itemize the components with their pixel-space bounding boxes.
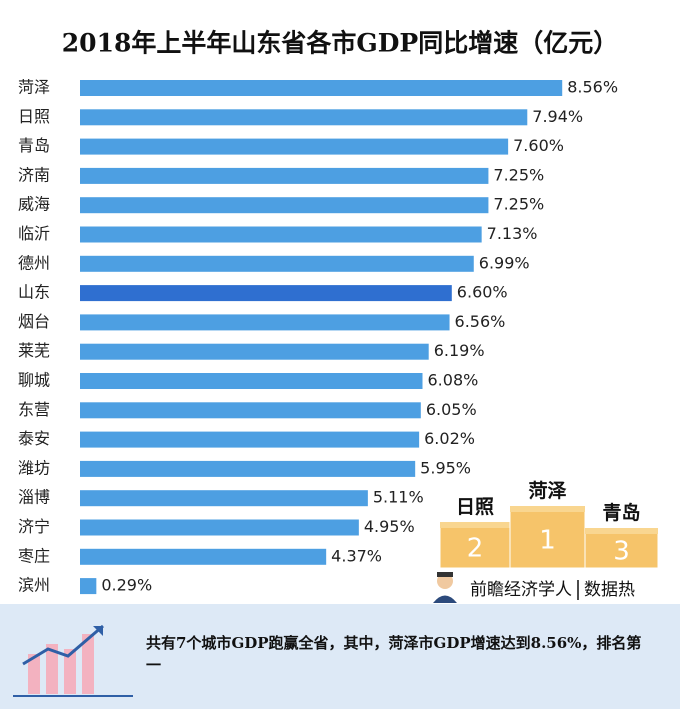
category-label: 临沂 <box>18 224 50 243</box>
footer-text: 共有7个城市GDP跑赢全省，其中，菏泽市GDP增速达到8.56%，排名第一 <box>146 634 642 674</box>
category-label: 德州 <box>18 253 50 272</box>
value-label: 7.94% <box>532 107 583 126</box>
bar <box>80 167 489 184</box>
bar <box>80 109 528 126</box>
footer: 共有7个城市GDP跑赢全省，其中，菏泽市GDP增速达到8.56%，排名第一 <box>0 604 680 709</box>
category-label: 淄博 <box>18 488 50 507</box>
category-label: 济宁 <box>18 517 50 536</box>
value-label: 7.25% <box>493 165 544 184</box>
value-label: 6.19% <box>434 341 485 360</box>
value-label: 4.95% <box>364 517 415 536</box>
value-label: 8.56% <box>567 78 618 97</box>
bar <box>80 402 421 419</box>
bar <box>80 431 420 448</box>
bar <box>80 519 359 536</box>
bar <box>80 373 423 389</box>
bar <box>80 314 450 331</box>
bar <box>80 80 563 96</box>
category-label: 菏泽 <box>18 78 50 97</box>
footer-illustration <box>13 624 133 697</box>
bar <box>80 138 509 155</box>
bar <box>80 197 489 214</box>
bar <box>80 343 429 360</box>
podium-rank: 2 <box>467 534 484 564</box>
brand-tag: 数据热 <box>584 580 635 600</box>
value-label: 7.60% <box>513 136 564 155</box>
podium-rank: 1 <box>539 526 556 556</box>
category-label: 莱芜 <box>18 341 50 360</box>
value-label: 6.99% <box>479 253 530 272</box>
podium-top <box>440 522 510 528</box>
bar <box>80 226 482 243</box>
category-label: 济南 <box>18 165 50 184</box>
bar <box>80 578 97 595</box>
category-label: 泰安 <box>18 429 50 448</box>
podium-step <box>439 521 511 569</box>
category-label: 滨州 <box>18 576 50 595</box>
value-label: 4.37% <box>331 546 382 565</box>
bar <box>80 255 474 272</box>
category-label: 聊城 <box>18 371 50 390</box>
category-label: 枣庄 <box>18 546 50 565</box>
value-label: 7.13% <box>487 224 538 243</box>
value-label: 6.05% <box>426 400 477 419</box>
podium: 日照 2 菏泽 1 青岛 3 <box>439 480 659 569</box>
value-label: 5.95% <box>420 458 471 477</box>
value-label: 7.25% <box>493 195 544 214</box>
podium-name: 日照 <box>456 496 494 518</box>
category-label: 烟台 <box>18 312 50 331</box>
chart-title: 2018年上半年山东省各市GDP同比增速（亿元） <box>62 29 618 58</box>
bar <box>80 490 368 507</box>
category-label: 潍坊 <box>18 458 50 477</box>
bar <box>80 460 416 477</box>
bar <box>80 285 452 302</box>
brand-icon <box>433 572 457 603</box>
category-label: 山东 <box>18 283 50 302</box>
podium-name: 青岛 <box>602 501 640 524</box>
bar <box>80 548 327 565</box>
podium-top <box>510 506 585 512</box>
podium-step <box>509 505 586 569</box>
category-label: 东营 <box>18 400 50 419</box>
brand-name: 前瞻经济学人 <box>470 580 572 600</box>
podium-top <box>585 528 658 534</box>
value-label: 5.11% <box>373 488 424 507</box>
category-label: 青岛 <box>18 136 50 155</box>
value-label: 6.60% <box>457 283 508 302</box>
value-label: 0.29% <box>101 576 152 595</box>
category-label: 威海 <box>18 195 50 214</box>
category-label: 日照 <box>18 107 50 126</box>
podium-name: 菏泽 <box>528 480 566 502</box>
podium-rank: 3 <box>613 537 630 567</box>
value-label: 6.08% <box>428 371 479 390</box>
value-label: 6.02% <box>424 429 475 448</box>
value-label: 6.56% <box>455 312 506 331</box>
chart: 2018年上半年山东省各市GDP同比增速（亿元） 日照 2 菏泽 1 青岛 3 前瞻经济学… <box>18 29 659 603</box>
